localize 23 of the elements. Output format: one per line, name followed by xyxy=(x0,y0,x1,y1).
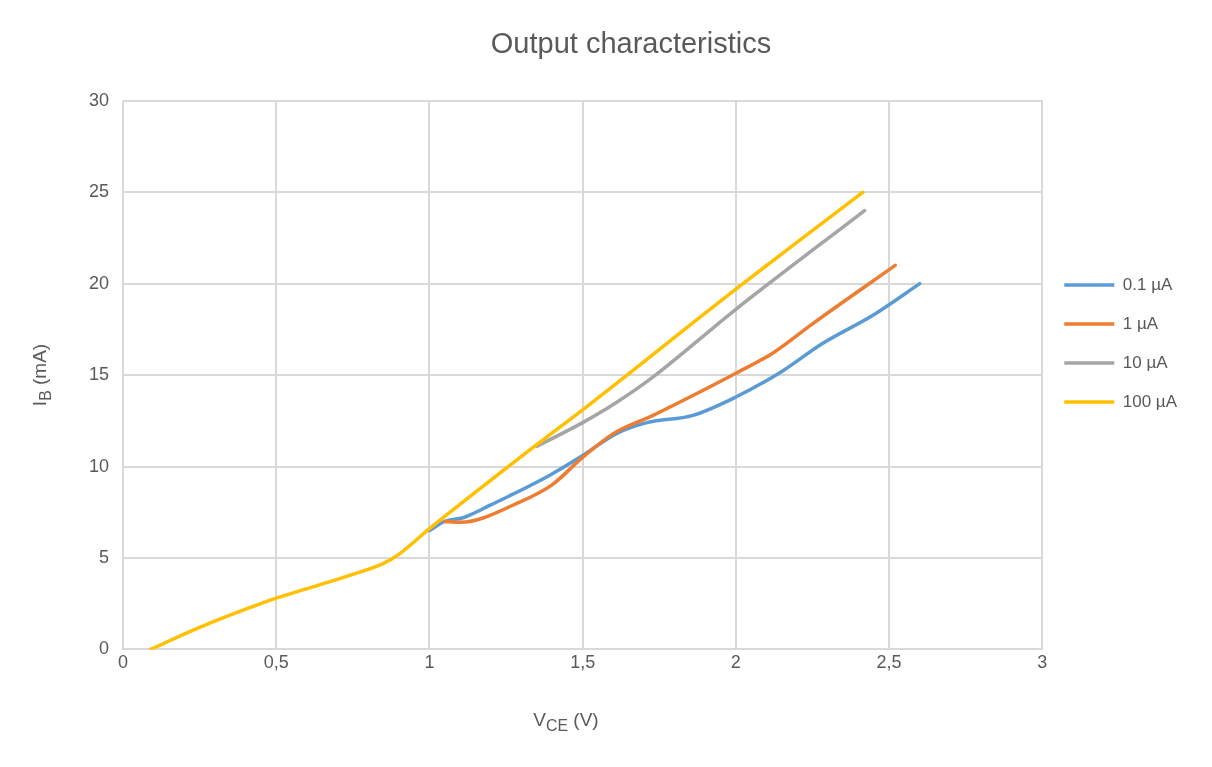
line-series xyxy=(534,208,867,449)
y-tick-label: 5 xyxy=(99,546,110,567)
x-tick-label: 2,5 xyxy=(876,652,902,673)
legend-label: 100 µA xyxy=(1122,391,1178,411)
legend-label: 1 µA xyxy=(1122,313,1159,333)
legend-label: 10 µA xyxy=(1122,352,1169,372)
x-tick-label: 3 xyxy=(1037,652,1048,673)
y-tick-label: 30 xyxy=(88,89,110,110)
x-tick-label: 0 xyxy=(118,652,129,673)
y-tick-label: 10 xyxy=(88,455,110,476)
y-tick-label: 20 xyxy=(88,272,110,293)
line-series xyxy=(443,263,897,525)
y-tick-label: 25 xyxy=(88,181,110,202)
line-series xyxy=(148,190,865,650)
x-tick-label: 1 xyxy=(424,652,435,673)
x-tick-label: 2 xyxy=(730,652,741,673)
y-tick-label: 15 xyxy=(88,364,110,385)
x-axis-title: V$_{CE}$ (V) xyxy=(533,709,599,735)
x-tick-label: 1,5 xyxy=(570,652,596,673)
y-tick-label: 0 xyxy=(99,638,110,659)
chart-title: Output characteristics xyxy=(490,27,772,60)
x-tick-label: 0,5 xyxy=(263,652,289,673)
legend-label: 0.1 µA xyxy=(1122,274,1173,294)
